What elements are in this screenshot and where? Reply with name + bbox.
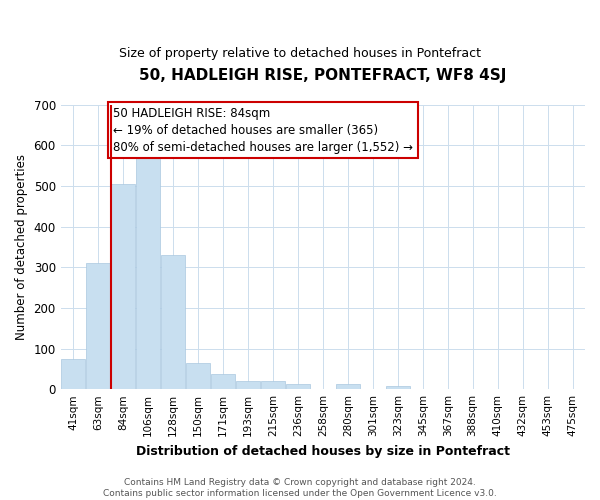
Bar bbox=[236, 381, 260, 389]
Bar bbox=[161, 255, 185, 389]
Text: 50 HADLEIGH RISE: 84sqm
← 19% of detached houses are smaller (365)
80% of semi-d: 50 HADLEIGH RISE: 84sqm ← 19% of detache… bbox=[113, 106, 413, 154]
Bar bbox=[61, 358, 85, 389]
Text: Size of property relative to detached houses in Pontefract: Size of property relative to detached ho… bbox=[119, 48, 481, 60]
X-axis label: Distribution of detached houses by size in Pontefract: Distribution of detached houses by size … bbox=[136, 444, 510, 458]
Text: Contains HM Land Registry data © Crown copyright and database right 2024.
Contai: Contains HM Land Registry data © Crown c… bbox=[103, 478, 497, 498]
Bar bbox=[286, 384, 310, 389]
Bar bbox=[336, 384, 359, 389]
Bar bbox=[211, 374, 235, 389]
Bar bbox=[111, 184, 135, 389]
Bar bbox=[86, 263, 110, 389]
Bar bbox=[261, 381, 285, 389]
Bar bbox=[386, 386, 410, 389]
Y-axis label: Number of detached properties: Number of detached properties bbox=[15, 154, 28, 340]
Bar bbox=[136, 156, 160, 389]
Bar bbox=[186, 362, 210, 389]
Title: 50, HADLEIGH RISE, PONTEFRACT, WF8 4SJ: 50, HADLEIGH RISE, PONTEFRACT, WF8 4SJ bbox=[139, 68, 506, 82]
